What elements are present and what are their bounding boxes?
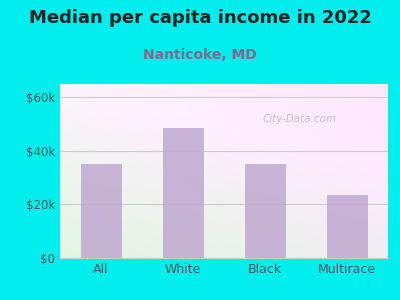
Text: City-Data.com: City-Data.com bbox=[262, 114, 336, 124]
Bar bbox=[162, 128, 204, 258]
Text: Median per capita income in 2022: Median per capita income in 2022 bbox=[28, 9, 372, 27]
Text: Nanticoke, MD: Nanticoke, MD bbox=[143, 48, 257, 62]
Bar bbox=[244, 164, 286, 258]
Bar bbox=[80, 164, 122, 258]
Bar bbox=[326, 195, 368, 258]
